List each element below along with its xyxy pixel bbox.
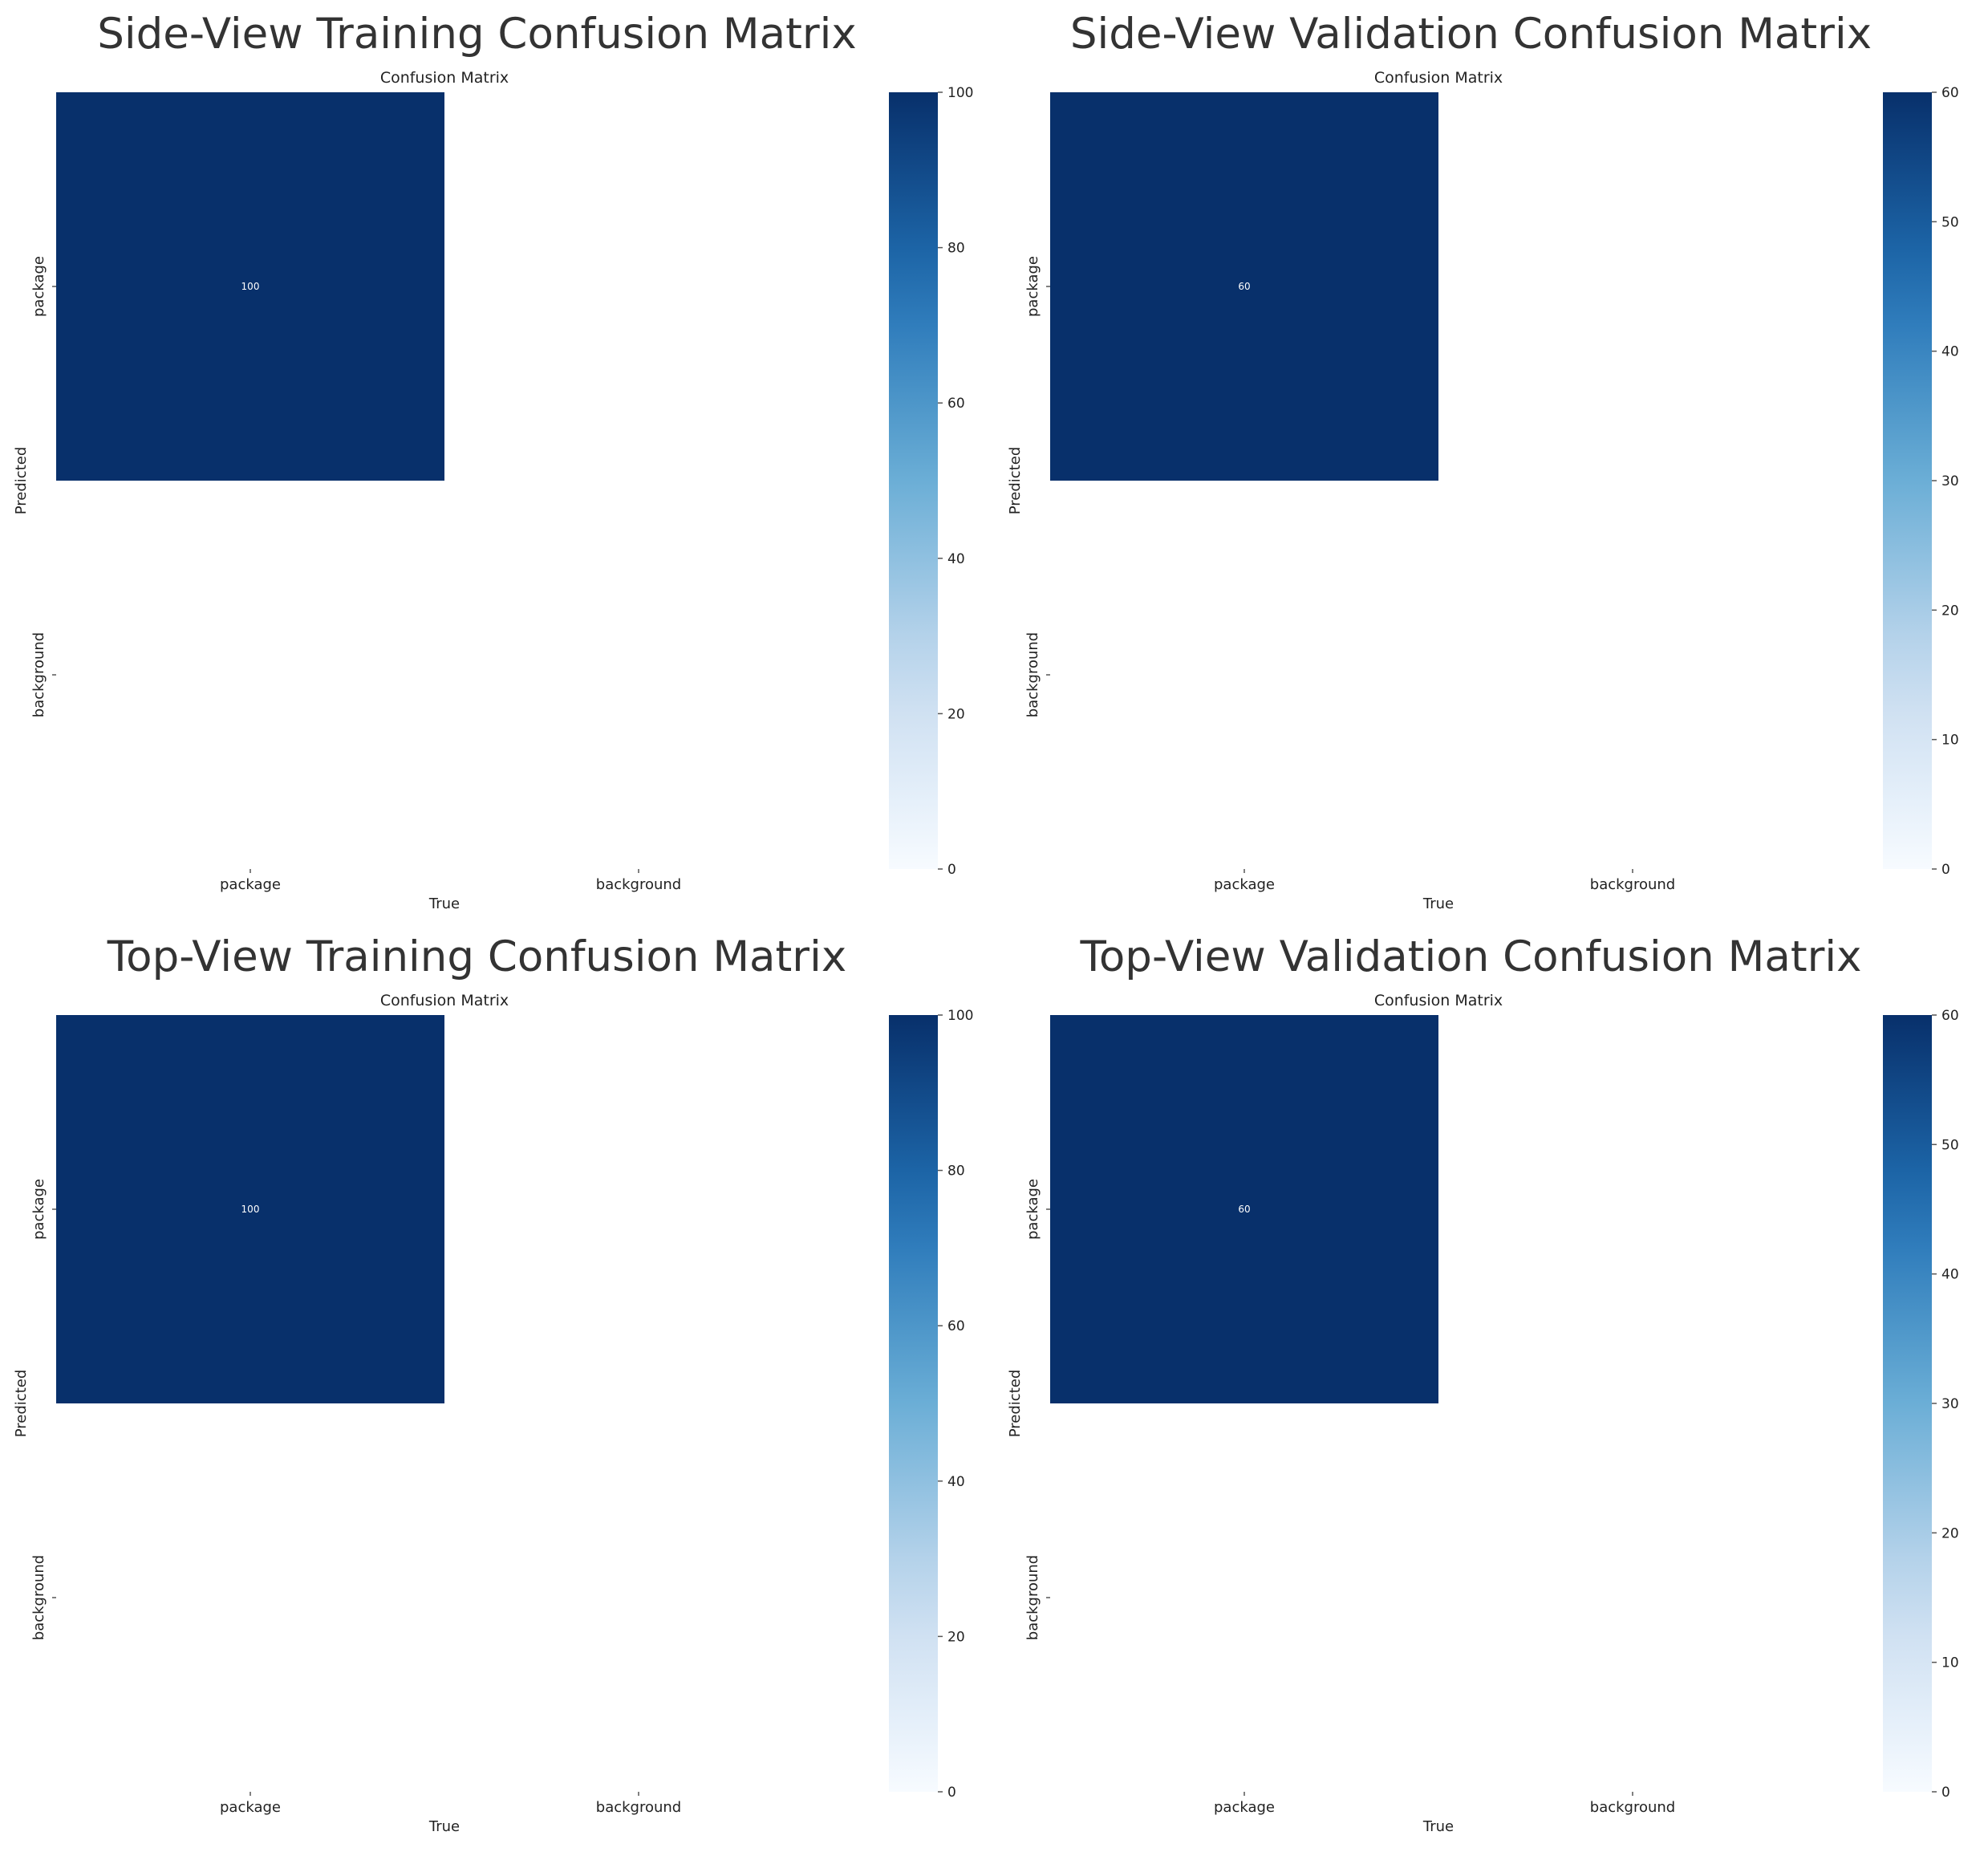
colorbar-tick-label: 40 bbox=[947, 551, 965, 567]
x-tick-label: background bbox=[1590, 1799, 1675, 1816]
x-tick-label: background bbox=[596, 1799, 681, 1816]
y-axis-label: Predicted bbox=[1007, 447, 1024, 515]
colorbar-tick-label: 80 bbox=[947, 1163, 965, 1180]
x-axis-label: True bbox=[428, 895, 460, 912]
matrix-panel-side-validation: Side-View Validation Confusion Matrix Con… bbox=[994, 0, 1988, 923]
y-tick-label: background bbox=[1024, 1555, 1041, 1640]
confusion-matrix-chart: Side-View Training Confusion Matrix Confu… bbox=[13, 10, 973, 912]
confusion-matrix-chart: Top-View Training Confusion Matrix Confus… bbox=[13, 932, 973, 1835]
colorbar-tick-label: 60 bbox=[947, 396, 965, 412]
cell-value-label: 60 bbox=[1238, 1204, 1250, 1215]
matrix-panel-top-validation: Top-View Validation Confusion Matrix Conf… bbox=[994, 923, 1988, 1846]
matrix-cell bbox=[1438, 92, 1827, 481]
chart-title: Side-View Training Confusion Matrix bbox=[97, 10, 857, 59]
matrix-cell bbox=[1050, 92, 1438, 481]
y-tick-label: background bbox=[30, 1555, 47, 1640]
matrix-cell bbox=[56, 1015, 444, 1403]
x-tick-label: background bbox=[596, 876, 681, 893]
colorbar-tick-label: 0 bbox=[1941, 1785, 1950, 1801]
x-tick-label: package bbox=[1214, 1799, 1275, 1816]
chart-title: Side-View Validation Confusion Matrix bbox=[1070, 10, 1872, 59]
colorbar-tick-label: 60 bbox=[1941, 1008, 1959, 1024]
colorbar-tick-label: 20 bbox=[1941, 1525, 1959, 1541]
x-axis-label: True bbox=[428, 1818, 460, 1835]
colorbar-tick-label: 40 bbox=[1941, 1267, 1959, 1283]
colorbar-tick-label: 50 bbox=[1941, 1137, 1959, 1153]
colorbar bbox=[1883, 92, 1932, 869]
colorbar-tick-label: 40 bbox=[947, 1474, 965, 1490]
chart-subtitle: Confusion Matrix bbox=[1374, 992, 1503, 1009]
matrix-cell bbox=[1438, 1015, 1827, 1403]
colorbar-tick-label: 20 bbox=[1941, 603, 1959, 619]
matrix-cell bbox=[56, 1403, 444, 1792]
chart-title: Top-View Validation Confusion Matrix bbox=[1080, 932, 1862, 981]
confusion-matrix-chart: Top-View Validation Confusion Matrix Conf… bbox=[1007, 932, 1959, 1835]
colorbar-tick-label: 100 bbox=[947, 1008, 973, 1024]
x-tick-label: background bbox=[1590, 876, 1675, 893]
matrix-cell bbox=[444, 481, 833, 869]
matrix-cell bbox=[1050, 1403, 1438, 1792]
colorbar-tick-label: 20 bbox=[947, 1629, 965, 1645]
matrix-cell bbox=[444, 92, 833, 481]
cell-value-label: 100 bbox=[241, 281, 260, 292]
x-axis-label: True bbox=[1422, 1818, 1454, 1835]
chart-subtitle: Confusion Matrix bbox=[380, 992, 509, 1009]
matrix-cell bbox=[444, 1403, 833, 1792]
y-axis-label: Predicted bbox=[13, 1370, 30, 1438]
x-tick-label: package bbox=[220, 1799, 281, 1816]
matrix-cell bbox=[1050, 1015, 1438, 1403]
colorbar-tick-label: 10 bbox=[1941, 733, 1959, 749]
confusion-matrix-chart: Side-View Validation Confusion Matrix Con… bbox=[1007, 10, 1959, 912]
colorbar-tick-label: 60 bbox=[947, 1318, 965, 1334]
y-tick-label: package bbox=[1024, 256, 1041, 317]
colorbar-tick-label: 0 bbox=[947, 862, 956, 878]
cell-value-label: 60 bbox=[1238, 281, 1250, 292]
matrix-cell bbox=[56, 481, 444, 869]
matrix-cell bbox=[444, 1015, 833, 1403]
chart-title: Top-View Training Confusion Matrix bbox=[107, 932, 846, 981]
chart-subtitle: Confusion Matrix bbox=[1374, 69, 1503, 87]
colorbar bbox=[889, 92, 938, 869]
colorbar-tick-label: 20 bbox=[947, 706, 965, 722]
chart-subtitle: Confusion Matrix bbox=[380, 69, 509, 87]
colorbar-tick-label: 60 bbox=[1941, 85, 1959, 101]
colorbar-tick-label: 100 bbox=[947, 85, 973, 101]
y-tick-label: background bbox=[1024, 632, 1041, 717]
colorbar bbox=[889, 1015, 938, 1792]
y-tick-label: package bbox=[30, 256, 47, 317]
matrix-cell bbox=[56, 92, 444, 481]
colorbar-tick-label: 80 bbox=[947, 241, 965, 257]
matrix-cell bbox=[1050, 481, 1438, 869]
colorbar-tick-label: 30 bbox=[1941, 473, 1959, 489]
x-tick-label: package bbox=[220, 876, 281, 893]
matrix-panel-top-training: Top-View Training Confusion Matrix Confus… bbox=[0, 923, 994, 1846]
colorbar-tick-label: 40 bbox=[1941, 344, 1959, 360]
colorbar bbox=[1883, 1015, 1932, 1792]
y-tick-label: package bbox=[1024, 1179, 1041, 1240]
colorbar-tick-label: 0 bbox=[947, 1785, 956, 1801]
y-axis-label: Predicted bbox=[1007, 1370, 1024, 1438]
x-tick-label: package bbox=[1214, 876, 1275, 893]
x-axis-label: True bbox=[1422, 895, 1454, 912]
colorbar-tick-label: 10 bbox=[1941, 1655, 1959, 1671]
colorbar-tick-label: 0 bbox=[1941, 862, 1950, 878]
matrix-panel-side-training: Side-View Training Confusion Matrix Confu… bbox=[0, 0, 994, 923]
colorbar-tick-label: 30 bbox=[1941, 1396, 1959, 1412]
colorbar-tick-label: 50 bbox=[1941, 214, 1959, 230]
y-tick-label: background bbox=[30, 632, 47, 717]
y-tick-label: package bbox=[30, 1179, 47, 1240]
matrix-cell bbox=[1438, 481, 1827, 869]
y-axis-label: Predicted bbox=[13, 447, 30, 515]
cell-value-label: 100 bbox=[241, 1204, 260, 1215]
matrix-cell bbox=[1438, 1403, 1827, 1792]
